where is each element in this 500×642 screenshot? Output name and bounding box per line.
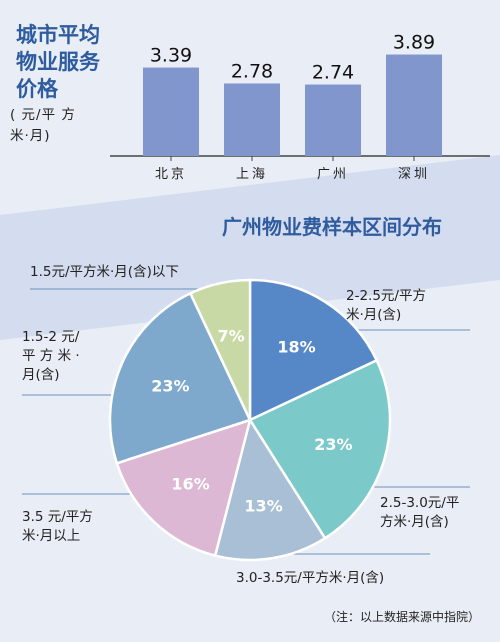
pie-pct-label-3: 16% (171, 474, 209, 493)
bar-category-label-3: 深圳 (398, 167, 430, 182)
bar-2 (305, 84, 361, 156)
bar-1 (224, 83, 280, 156)
pie-slice-4 (108, 291, 252, 465)
pie-slice-1 (248, 358, 392, 540)
pie-slice-5 (188, 278, 252, 421)
pie-label-above-3-5: 3.5 元/平方 米·月以上 (22, 509, 93, 544)
bar-value-label-3: 3.89 (393, 32, 435, 54)
bar-category-label-2: 广州 (317, 167, 349, 182)
bar-3 (386, 54, 442, 156)
pie-slice-3 (115, 418, 252, 558)
source-note: （注：以上数据来源中指院） (323, 610, 480, 624)
bar-value-label-2: 2.74 (312, 62, 354, 84)
pie-label-1-5-2: 1.5-2 元/ 平 方 米 · 月(含) (22, 329, 80, 383)
pie-label-2-2-5: 2-2.5元/平方 米·月(含) (346, 288, 426, 323)
bar-chart: 3.39 北京 2.78 上海 2.74 广州 3.89 深圳 (110, 32, 490, 182)
bar-category-label-1: 上海 (236, 167, 268, 182)
pie-pct-label-2: 13% (244, 497, 282, 516)
bar-value-label-0: 3.39 (150, 45, 192, 67)
pie-label-below-1-5: 1.5元/平方米·月(含)以下 (30, 264, 179, 280)
bar-category-label-0: 北京 (155, 167, 187, 182)
pie-slice-0 (248, 278, 379, 422)
pie-label-2-5-3-0: 2.5-3.0元/平 方米·月(含) (380, 495, 460, 530)
bar-chart-title: 城市平均 物业服务 价格 (16, 23, 100, 101)
pie-slice-2 (213, 416, 327, 562)
pie-chart-title: 广州物业费样本区间分布 (222, 215, 442, 239)
pie-pct-label-0: 18% (277, 338, 315, 357)
bar-0 (143, 67, 199, 156)
pie-pct-label-1: 23% (314, 435, 352, 454)
bar-value-label-1: 2.78 (231, 60, 273, 82)
pie-pct-label-5: 7% (217, 326, 244, 345)
bar-chart-unit-label: ( 元/平 方 米·月) (10, 107, 76, 144)
pie-label-3-0-3-5: 3.0-3.5元/平方米·月(含) (236, 570, 385, 586)
pie-pct-label-4: 23% (151, 377, 189, 396)
